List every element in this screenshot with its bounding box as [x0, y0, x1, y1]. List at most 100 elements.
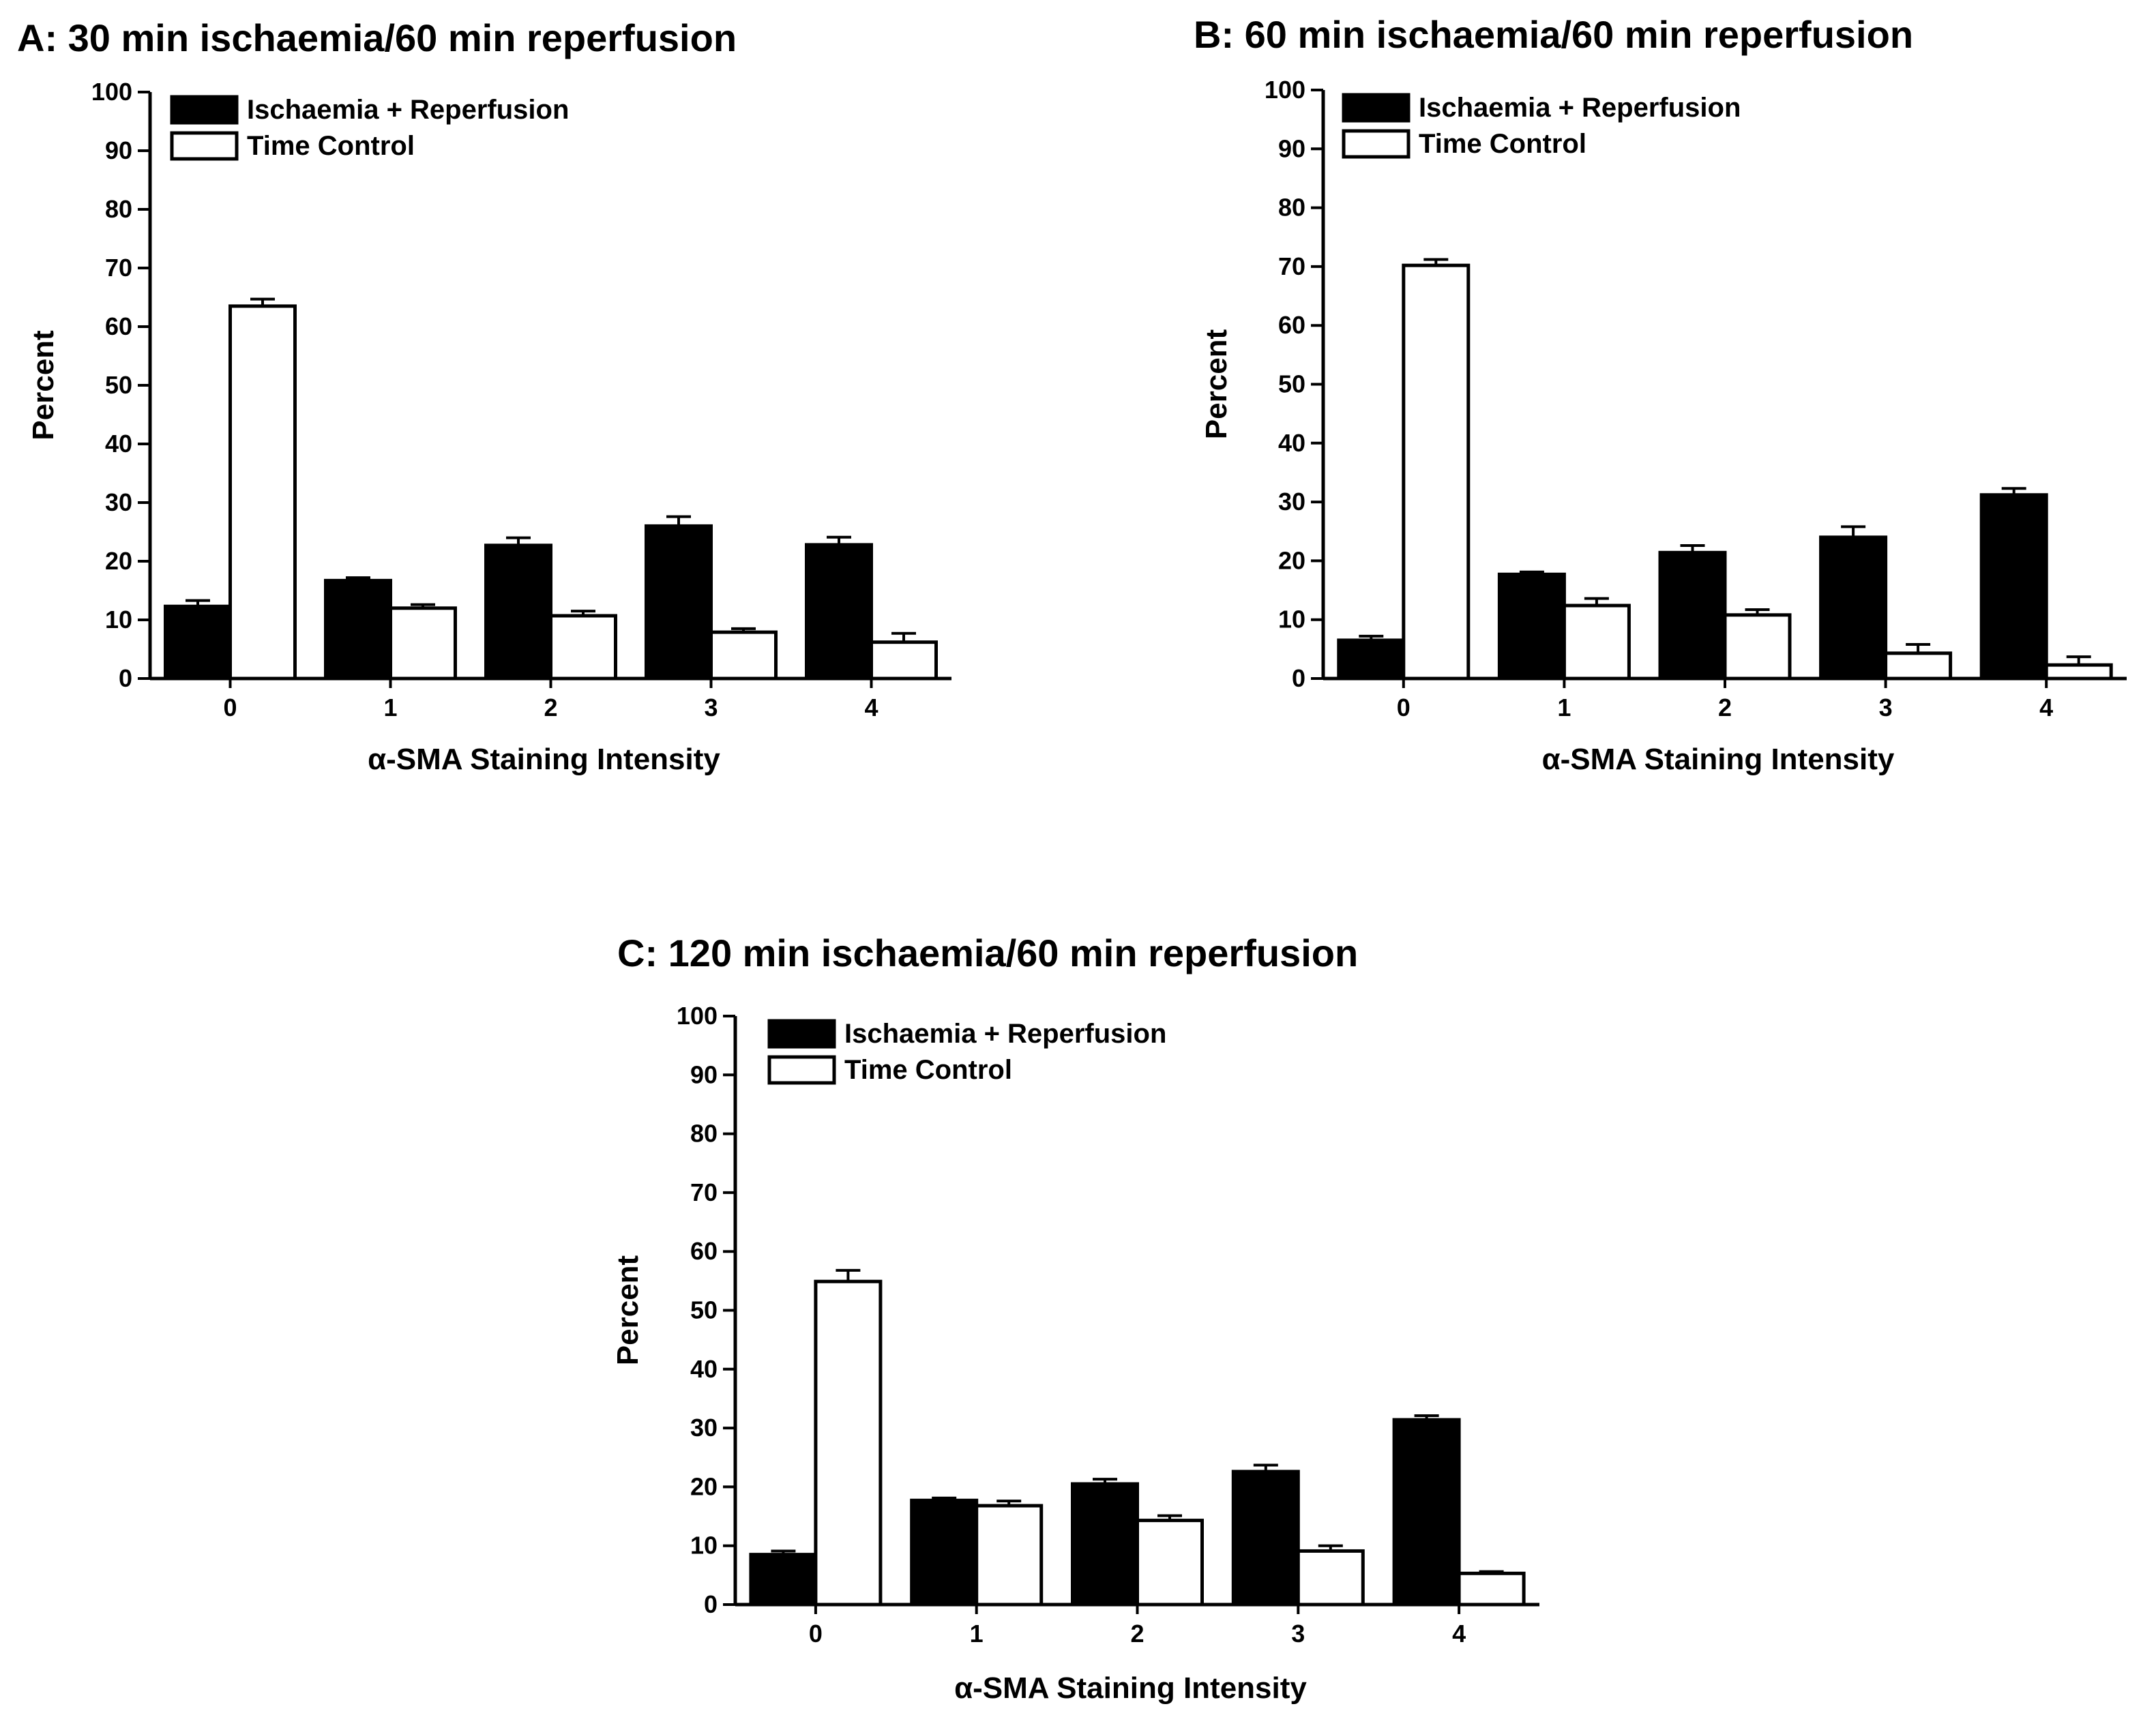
- x-tick-label: 2: [544, 694, 557, 721]
- time-control-bar: [389, 606, 457, 681]
- y-tick-label: 70: [690, 1178, 718, 1206]
- y-tick-label: 30: [105, 488, 132, 516]
- time-control-bar: [1296, 1549, 1365, 1607]
- time-control-bar: [1884, 651, 1953, 681]
- y-tick-label: 100: [1265, 76, 1305, 104]
- ischaemia-reperfusion-bar: [1979, 493, 2048, 681]
- ischaemia-reperfusion-bar: [1658, 550, 1727, 681]
- x-tick-label: 2: [1130, 1620, 1144, 1648]
- y-tick-label: 90: [690, 1060, 718, 1088]
- y-tick-label: 20: [690, 1472, 718, 1500]
- ischaemia-reperfusion-bar: [749, 1553, 818, 1607]
- chart-panel-c: C: 120 min ischaemia/60 min reperfusion 0…: [611, 932, 1539, 1705]
- y-tick-label: 90: [105, 136, 132, 164]
- y-tick-label: 70: [105, 254, 132, 282]
- legend: Ischaemia + Reperfusion Time Control: [1342, 93, 1741, 159]
- x-tick-label: 3: [1291, 1620, 1305, 1648]
- ischaemia-reperfusion-bar: [1231, 1470, 1300, 1607]
- time-control-bar: [975, 1504, 1044, 1607]
- legend-label-ir: Ischaemia + Reperfusion: [247, 95, 569, 125]
- x-tick-label: 1: [1557, 694, 1571, 721]
- legend: Ischaemia + Reperfusion Time Control: [170, 95, 569, 161]
- y-tick-label: 100: [677, 1002, 718, 1030]
- chart-panel-b: B: 60 min ischaemia/60 min reperfusion 0 1…: [1194, 13, 2127, 776]
- y-tick-label: 60: [690, 1237, 718, 1265]
- ischaemia-reperfusion-bar: [1497, 572, 1566, 681]
- y-tick-label: 40: [690, 1355, 718, 1383]
- time-control-bar: [549, 614, 617, 681]
- legend-swatch-tc: [170, 131, 239, 161]
- time-control-bar: [1136, 1519, 1204, 1607]
- time-control-bar: [1562, 604, 1631, 681]
- y-tick-label: 50: [1278, 370, 1305, 398]
- time-control-bar: [814, 1279, 883, 1607]
- ischaemia-reperfusion-bar: [645, 524, 713, 681]
- y-tick-label: 10: [690, 1532, 718, 1560]
- y-tick-label: 60: [1278, 311, 1305, 339]
- y-tick-label: 20: [1278, 546, 1305, 574]
- ischaemia-reperfusion-bar: [324, 578, 392, 681]
- ischaemia-reperfusion-bar: [164, 604, 232, 681]
- x-tick-label: 3: [1879, 694, 1893, 721]
- time-control-bar: [1402, 263, 1471, 681]
- legend-swatch-ir: [767, 1019, 836, 1049]
- y-tick-label: 40: [105, 430, 132, 458]
- panel-title: A: 30 min ischaemia/60 min reperfusion: [17, 16, 737, 59]
- y-tick-label: 50: [105, 371, 132, 399]
- legend-swatch-ir: [1342, 93, 1411, 123]
- y-tick-label: 60: [105, 312, 132, 340]
- y-tick-label: 40: [1278, 429, 1305, 457]
- legend: Ischaemia + Reperfusion Time Control: [767, 1019, 1166, 1085]
- y-tick-label: 80: [105, 195, 132, 223]
- x-axis-label: α-SMA Staining Intensity: [368, 743, 720, 776]
- panel-title: C: 120 min ischaemia/60 min reperfusion: [617, 932, 1358, 974]
- y-tick-label: 80: [1278, 194, 1305, 222]
- y-tick-label: 80: [690, 1120, 718, 1148]
- time-control-bar: [2044, 663, 2113, 681]
- y-tick-label: 0: [1292, 664, 1305, 692]
- x-tick-label: 1: [383, 694, 397, 721]
- ischaemia-reperfusion-bar: [1071, 1482, 1139, 1607]
- x-tick-label: 0: [809, 1620, 823, 1648]
- y-tick-label: 100: [91, 78, 132, 106]
- x-tick-label: 2: [1718, 694, 1732, 721]
- y-tick-label: 10: [1278, 606, 1305, 634]
- x-axis-label: α-SMA Staining Intensity: [954, 1671, 1307, 1705]
- y-axis-label: Percent: [611, 1255, 645, 1365]
- y-tick-label: 70: [1278, 252, 1305, 280]
- chart-panel-a: A: 30 min ischaemia/60 min reperfusion 0 1…: [17, 16, 951, 776]
- time-control-bar: [709, 630, 778, 681]
- legend-swatch-tc: [1342, 129, 1411, 159]
- ischaemia-reperfusion-bar: [1337, 638, 1406, 681]
- panel-title: B: 60 min ischaemia/60 min reperfusion: [1194, 13, 1913, 56]
- x-tick-label: 0: [223, 694, 237, 721]
- y-tick-label: 30: [1278, 488, 1305, 516]
- legend-label-ir: Ischaemia + Reperfusion: [1419, 93, 1741, 123]
- x-tick-label: 1: [970, 1620, 984, 1648]
- ischaemia-reperfusion-bar: [1392, 1418, 1461, 1607]
- y-axis-label: Percent: [1200, 329, 1233, 439]
- legend-swatch-ir: [170, 95, 239, 125]
- y-tick-label: 10: [105, 606, 132, 634]
- y-tick-label: 30: [690, 1414, 718, 1442]
- legend-label-tc: Time Control: [1419, 129, 1586, 159]
- y-axis-label: Percent: [27, 330, 60, 441]
- y-tick-label: 90: [1278, 134, 1305, 162]
- x-tick-label: 4: [1452, 1620, 1466, 1648]
- ischaemia-reperfusion-bar: [1819, 535, 1888, 681]
- legend-swatch-tc: [767, 1055, 836, 1085]
- ischaemia-reperfusion-bar: [484, 543, 552, 681]
- y-tick-label: 0: [704, 1590, 718, 1618]
- ischaemia-reperfusion-bar: [805, 543, 873, 681]
- ischaemia-reperfusion-bar: [910, 1498, 979, 1607]
- time-control-bar: [870, 640, 938, 681]
- time-control-bar: [228, 304, 297, 681]
- x-tick-label: 4: [864, 694, 878, 721]
- x-tick-label: 0: [1397, 694, 1411, 721]
- y-tick-label: 50: [690, 1296, 718, 1324]
- x-axis-label: α-SMA Staining Intensity: [1542, 743, 1895, 776]
- time-control-bar: [1723, 613, 1792, 681]
- x-tick-label: 3: [704, 694, 718, 721]
- time-control-bar: [1457, 1571, 1526, 1607]
